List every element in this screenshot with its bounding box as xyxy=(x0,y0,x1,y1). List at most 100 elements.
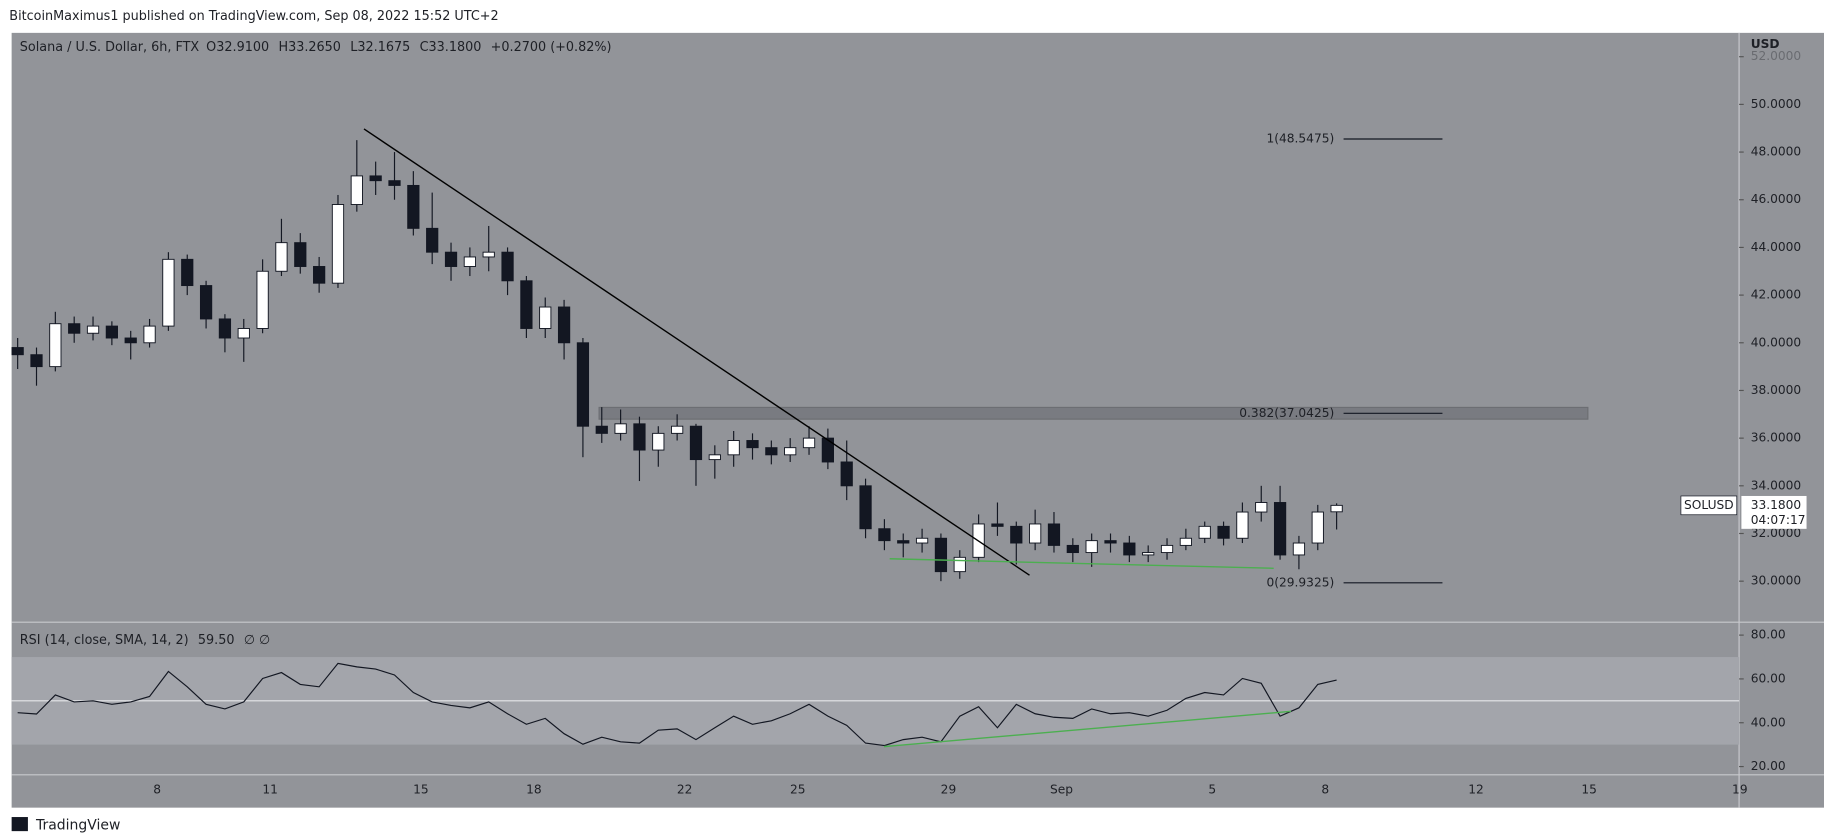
candle-body xyxy=(671,425,684,434)
y-tick-label: 60.00 xyxy=(1751,671,1786,685)
x-tick-label: 25 xyxy=(790,783,806,797)
candle-body xyxy=(557,306,571,344)
x-tick-label: 19 xyxy=(1732,783,1748,797)
candle-body xyxy=(1047,523,1061,546)
candle-body xyxy=(840,461,853,487)
candle-body xyxy=(1066,544,1079,554)
candle-body xyxy=(68,323,81,334)
candle-body xyxy=(49,323,62,368)
ohlc-key: L xyxy=(350,39,358,54)
y-tick-label: 50.0000 xyxy=(1751,97,1802,111)
y-tick-label: 42.0000 xyxy=(1751,288,1802,302)
candle-body xyxy=(633,423,646,451)
candle-body xyxy=(1217,525,1230,539)
candle-body xyxy=(1179,537,1192,546)
x-tick-label: 8 xyxy=(1321,783,1329,797)
candle-body xyxy=(1104,540,1117,544)
candle-body xyxy=(369,175,382,182)
candle-body xyxy=(727,440,740,456)
candle-body xyxy=(426,227,439,253)
x-tick-label: 11 xyxy=(262,783,278,797)
tv-logo xyxy=(11,817,28,832)
rsi-line xyxy=(17,662,1337,747)
candle-body xyxy=(237,328,250,339)
candle-body xyxy=(218,318,232,339)
candle-body xyxy=(897,540,910,544)
candle-body xyxy=(407,184,420,229)
price-box xyxy=(1741,495,1807,529)
fib-label: 0.382(37.0425) xyxy=(1239,406,1334,420)
y-tick-label: 36.0000 xyxy=(1751,431,1802,445)
y-tick-label: 80.00 xyxy=(1751,628,1786,642)
candle-body xyxy=(1160,544,1174,554)
ohlc-key: O xyxy=(206,39,216,54)
candle-body xyxy=(765,447,778,456)
y-tick-label: 38.0000 xyxy=(1751,383,1802,397)
candle-body xyxy=(1123,542,1136,556)
y-tick-label: 44.0000 xyxy=(1751,240,1802,254)
tag-symbol: SOLUSD xyxy=(1684,498,1734,512)
candle-body xyxy=(11,347,24,356)
x-tick-label: 22 xyxy=(677,783,693,797)
candle-body xyxy=(1255,502,1268,513)
x-tick-label: 8 xyxy=(153,783,161,797)
candle-body xyxy=(463,256,476,267)
fib-zone xyxy=(598,406,1589,420)
candle-body xyxy=(501,251,514,282)
fib-label: 0(29.9325) xyxy=(1266,575,1334,589)
x-tick-label: 12 xyxy=(1468,783,1484,797)
candle-body xyxy=(181,258,194,287)
candle-body xyxy=(124,337,137,344)
candle-body xyxy=(784,447,797,456)
candle-body xyxy=(294,242,307,267)
candle-body xyxy=(199,285,213,320)
candle-body xyxy=(802,437,816,449)
x-tick-label: Sep xyxy=(1050,783,1073,797)
ohlc-key: H xyxy=(278,39,288,54)
candle-body xyxy=(143,325,156,344)
x-tick-label: 15 xyxy=(413,783,429,797)
candle-body xyxy=(689,425,703,461)
candle-body xyxy=(1198,525,1211,539)
candle-body xyxy=(595,425,608,434)
candle-body xyxy=(388,180,401,186)
rsi-legend: RSI (14, close, SMA, 14, 2) 59.50 ∅ ∅ xyxy=(20,632,270,647)
ohlc-value: 33.1800 xyxy=(429,39,482,54)
candle-body xyxy=(991,523,1004,527)
candle-body xyxy=(821,437,834,463)
y-tick-label: 20.00 xyxy=(1751,759,1786,773)
candle-body xyxy=(915,537,929,544)
y-tick-label: 40.0000 xyxy=(1751,335,1802,349)
candle-body xyxy=(652,432,665,451)
candle-body xyxy=(614,423,627,434)
y-tick-label: 40.00 xyxy=(1751,715,1786,729)
ohlc-value: 32.1675 xyxy=(357,39,410,54)
candle-body xyxy=(934,537,948,573)
fib-label: 1(48.5475) xyxy=(1266,131,1334,145)
candle-body xyxy=(953,556,966,573)
candle-body xyxy=(1236,511,1249,539)
candle-body xyxy=(878,528,891,542)
candle-body xyxy=(444,251,458,267)
ohlc-key: C xyxy=(420,39,429,54)
candle-body xyxy=(859,485,872,530)
candle-body xyxy=(313,266,326,284)
candle-body xyxy=(482,251,495,258)
tag-box xyxy=(1680,495,1738,516)
candle-body xyxy=(576,342,590,427)
candle-body xyxy=(1292,542,1306,556)
y-tick-label: 52.0000 xyxy=(1751,49,1802,63)
candle-body xyxy=(30,354,43,368)
price-label: 33.1800 xyxy=(1751,498,1802,512)
candle-body xyxy=(331,204,345,284)
trend-line xyxy=(363,128,1030,576)
x-tick-label: 15 xyxy=(1581,783,1597,797)
candle-body xyxy=(1142,552,1155,556)
rsi-value: 59.50 xyxy=(198,632,235,647)
y-tick-label: 34.0000 xyxy=(1751,478,1802,492)
x-tick-label: 18 xyxy=(526,783,542,797)
footer: TradingView xyxy=(35,817,120,833)
candle-body xyxy=(1311,511,1324,544)
y-tick-label: 32.0000 xyxy=(1751,526,1802,540)
